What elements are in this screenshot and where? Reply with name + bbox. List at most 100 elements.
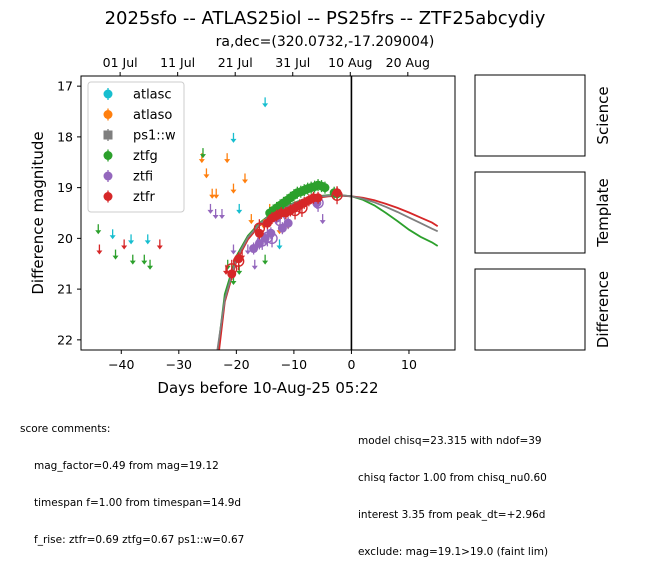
y-tick-label: 21 [57,282,73,297]
panel-label-science: Science [594,86,612,144]
open-marker-ztfr [296,198,308,217]
legend-label: atlaso [133,108,172,123]
upper-limit-atlaso [203,168,210,179]
legend-label: ztfr [133,190,155,205]
panel-label-difference: Difference [594,271,612,348]
model-comment-line: exclude: mag=19.1>19.0 (faint lim) [358,546,549,559]
open-marker-ztfr [226,259,238,278]
panel-science [474,74,586,157]
top-tick-label: 01 Jul [103,55,138,70]
detection-ztfi [249,242,259,255]
upper-limit-atlaso [209,188,216,199]
chart-subtitle: ra,dec=(320.0732,-17.209004) [215,34,435,50]
upper-limit-atlasc [109,229,116,240]
legend-label: ztfi [133,170,153,185]
x-tick-label: −10 [281,357,307,372]
upper-limit-atlasc [236,203,243,214]
score-comment-line: mag_factor=0.49 from mag=19.12 [34,460,219,473]
upper-limit-ztfg [147,259,154,270]
top-tick-label: 20 Aug [386,55,430,70]
legend-entry-ztfr: ztfr [103,190,155,205]
score-comment-line: f_rise: ztfr=0.69 ztfg=0.67 ps1::w=0.67 [34,534,245,547]
open-marker-ztfr [289,201,301,220]
panel-difference [474,268,586,351]
detection-ztfr [313,191,323,204]
top-tick-label: 21 Jul [218,55,253,70]
detection-ztfi [283,217,293,230]
upper-limit-atlaso [213,188,220,199]
legend-entry-atlasc: atlasc [103,88,172,103]
y-tick-label: 18 [57,129,73,144]
y-tick-label: 22 [57,332,73,347]
upper-limit-atlaso [241,173,248,184]
legend-entry-atlaso: atlaso [103,108,172,123]
top-tick-label: 31 Jul [275,55,310,70]
legend-entry-ps1::w: ps1::w [103,129,176,144]
legend-label: atlasc [133,88,172,103]
y-tick-label: 20 [57,231,73,246]
top-tick-label: 11 Jul [160,55,195,70]
upper-limit-ztfi [251,259,258,270]
x-tick-label: 0 [347,357,355,372]
model-curve-ztfi [216,194,439,350]
legend-entry-ztfg: ztfg [103,149,158,164]
legend-label: ps1::w [133,129,176,144]
upper-limit-ztfg [95,224,102,235]
upper-limit-ztfg [199,148,206,159]
x-tick-label: −30 [166,357,192,372]
image-panels: Science Template Difference [474,74,612,351]
upper-limit-ztfr [156,239,163,250]
top-tick-label: 10 Aug [328,55,372,70]
legend-label: ztfg [133,149,158,164]
legend-entry-ztfi: ztfi [103,170,153,185]
upper-limit-ztfi [212,209,219,219]
chart-title: 2025sfo -- ATLAS25iol -- PS25frs -- ZTF2… [104,8,546,29]
upper-limit-atlaso [248,214,255,225]
upper-limit-ztfg [112,249,119,260]
score-comments: score comments: mag_factor=0.49 from mag… [20,398,244,559]
lightcurve-chart: −40 −30 −20 −10 0 10 17 18 19 20 21 22 01 Jul 11 Jul 2… [29,55,612,397]
upper-limit-atlasc [128,234,135,245]
axes: −40 −30 −20 −10 0 10 17 18 19 20 21 22 01 Jul 11 Jul 2… [29,55,456,397]
detection-ztfg [320,181,330,194]
panel-template [474,171,586,254]
open-marker-ztfr [253,219,266,238]
model-comment-line: chisq factor 1.00 from chisq_nu0.60 [358,472,547,485]
upper-limit-ztfr [121,239,128,250]
plot-frame [80,75,456,351]
panel-label-template: Template [594,178,612,247]
upper-limit-atlaso [230,183,237,194]
upper-limit-atlaso [224,153,231,164]
upper-limit-ztfg [141,254,148,265]
score-comment-line: timespan f=1.00 from timespan=14.9d [34,497,242,510]
open-marker-ztfr [232,252,245,271]
open-marker-ztfr [331,186,343,205]
model-comment-line: model chisq=23.315 with ndof=39 [358,434,542,447]
model-comment-line: interest 3.35 from peak_dt=+2.96d [358,509,546,522]
y-tick-label: 19 [57,180,73,195]
upper-limit-ztfg [262,254,269,265]
x-axis-label: Days before 10-Aug-25 05:22 [157,379,378,397]
y-axis-label: Difference magnitude [29,131,47,294]
data-points [95,76,353,350]
upper-limit-atlasc [276,239,283,250]
upper-limit-ztfi [207,203,214,214]
upper-limit-atlasc [262,97,269,108]
model-comments: model chisq=23.315 with ndof=39 chisq fa… [358,410,548,571]
upper-limit-atlasc [144,234,151,245]
score-comments-header: score comments: [20,422,111,435]
upper-limit-ztfg [129,254,136,265]
upper-limit-ztfi [244,244,251,255]
model-curves [216,194,439,350]
y-tick-label: 17 [57,79,73,94]
upper-limit-ztfi [319,214,326,225]
upper-limit-ztfi [230,244,237,255]
upper-limit-ztfi [218,209,225,219]
x-tick-label: −40 [108,357,134,372]
x-tick-label: −20 [223,357,249,372]
open-marker-ztfi [266,229,278,248]
upper-limit-atlasc [230,132,237,143]
upper-limit-ztfr [96,244,103,255]
x-tick-label: 10 [401,357,417,372]
